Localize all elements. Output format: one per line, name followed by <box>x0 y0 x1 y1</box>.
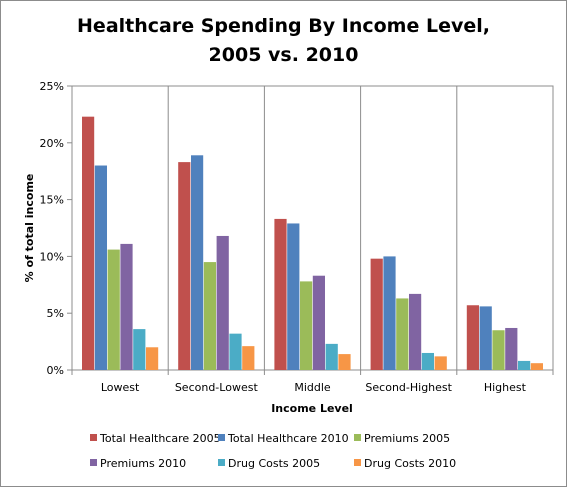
legend-swatch <box>218 434 225 441</box>
y-tick-label: 5% <box>47 307 64 320</box>
bar <box>242 346 255 370</box>
x-tick-label: Second-Highest <box>365 381 452 394</box>
bar <box>229 333 242 370</box>
legend-label: Premiums 2010 <box>100 457 186 470</box>
chart-title-line-1: Healthcare Spending By Income Level, <box>77 15 490 37</box>
x-tick-label: Second-Lowest <box>175 381 259 394</box>
bar <box>287 223 300 370</box>
y-tick-label: 25% <box>40 80 64 93</box>
bar <box>94 165 107 370</box>
y-tick-label: 15% <box>40 194 64 207</box>
legend-label: Drug Costs 2010 <box>364 457 456 470</box>
bar <box>434 356 447 370</box>
legend: Total Healthcare 2005 Total Healthcare 20… <box>90 432 456 470</box>
bar <box>178 162 191 370</box>
bar <box>421 352 434 370</box>
ticks-layer: 0% 5% 10% 15% 20% 25% Lowest Second-Lowest Middl… <box>40 80 554 394</box>
bar <box>370 258 383 370</box>
y-tick-label: 20% <box>40 137 64 150</box>
bar <box>505 327 518 370</box>
bar <box>518 360 531 370</box>
x-axis-title: Income Level <box>271 402 353 415</box>
x-tick-label: Lowest <box>101 381 140 394</box>
bar <box>191 155 204 370</box>
legend-label: Premiums 2005 <box>364 432 450 445</box>
bar <box>107 249 120 370</box>
bar <box>338 354 351 370</box>
bar <box>492 330 505 370</box>
legend-swatch <box>354 434 361 441</box>
legend-label: Total Healthcare 2010 <box>227 432 349 445</box>
bar <box>274 218 287 370</box>
legend-swatch <box>90 459 97 466</box>
y-tick-label: 0% <box>47 364 64 377</box>
bar <box>300 281 313 370</box>
bars-layer <box>82 116 543 370</box>
y-axis-title: % of total income <box>23 174 36 283</box>
bar <box>409 293 422 370</box>
bar <box>312 275 325 370</box>
bar <box>133 329 146 370</box>
legend-label: Total Healthcare 2005 <box>99 432 221 445</box>
legend-swatch <box>354 459 361 466</box>
bar <box>120 243 133 370</box>
y-tick-label: 10% <box>40 250 64 263</box>
bar <box>383 256 396 370</box>
x-tick-label: Middle <box>294 381 331 394</box>
bar <box>203 262 216 370</box>
bar <box>479 306 492 370</box>
bar <box>82 116 95 370</box>
chart-title-line-2: 2005 vs. 2010 <box>208 44 359 66</box>
x-tick-label: Highest <box>484 381 527 394</box>
chart-title: Healthcare Spending By Income Level, 200… <box>0 12 567 70</box>
legend-swatch <box>218 459 225 466</box>
legend-label: Drug Costs 2005 <box>228 457 320 470</box>
bar <box>466 305 479 370</box>
bar <box>146 347 159 370</box>
bar <box>396 298 409 370</box>
legend-swatch <box>90 434 97 441</box>
bar <box>530 363 543 370</box>
bar <box>216 235 229 370</box>
bar <box>325 343 338 370</box>
